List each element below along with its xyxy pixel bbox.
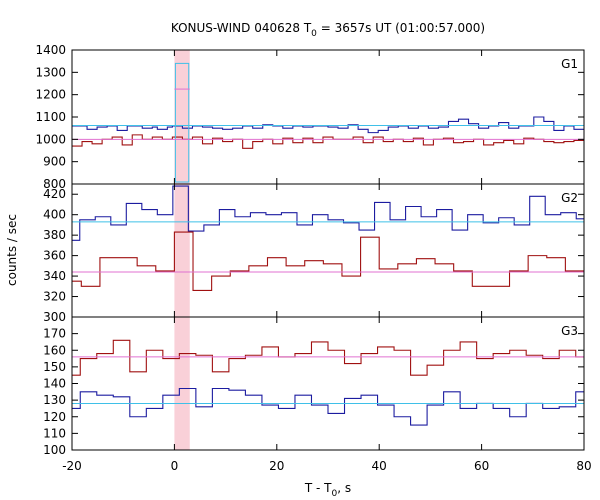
- panel-label-g2: G2: [561, 191, 578, 205]
- chart-title: KONUS-WIND 040628 T0 = 3657s UT (01:00:5…: [171, 21, 485, 39]
- panel-label-g1: G1: [561, 57, 578, 71]
- x-tick-label: 20: [269, 459, 284, 473]
- x-tick-label: -20: [62, 459, 82, 473]
- y-tick-label: 120: [43, 410, 66, 424]
- x-tick-label: 80: [576, 459, 591, 473]
- y-tick-label: 1400: [35, 43, 66, 57]
- y-tick-label: 170: [43, 327, 66, 341]
- x-tick-label: 40: [372, 459, 387, 473]
- lightcurve-g2-red: [72, 231, 584, 291]
- panel-frame-g2: [71, 183, 585, 318]
- lightcurve-g1-blue: [72, 116, 584, 134]
- y-tick-label: 1000: [35, 132, 66, 146]
- y-tick-label: 360: [43, 249, 66, 263]
- panel-frame-g1: [71, 49, 585, 185]
- panel-frame-g3: [71, 316, 585, 451]
- lightcurve-g3-blue: [72, 387, 584, 426]
- y-tick-label: 100: [43, 443, 66, 457]
- y-tick-label: 1300: [35, 65, 66, 79]
- y-tick-label: 160: [43, 343, 66, 357]
- x-axis-label: T - T0, s: [304, 481, 351, 499]
- y-tick-label: 130: [43, 393, 66, 407]
- y-axis-label: counts / sec: [5, 214, 19, 286]
- panel-label-g3: G3: [561, 324, 578, 338]
- y-tick-label: 380: [43, 228, 66, 242]
- y-tick-label: 1200: [35, 88, 66, 102]
- burst-peak-box: [174, 62, 190, 183]
- x-tick-label: 0: [171, 459, 179, 473]
- y-tick-label: 900: [43, 155, 66, 169]
- burst-interval: [174, 50, 190, 450]
- lightcurve-g3-red: [72, 339, 584, 376]
- y-tick-label: 320: [43, 290, 66, 304]
- lightcurve-g2-blue: [72, 185, 584, 241]
- y-tick-label: 1100: [35, 110, 66, 124]
- lightcurve-g1-red: [72, 134, 584, 149]
- y-tick-label: 800: [43, 177, 66, 191]
- y-tick-label: 300: [43, 310, 66, 324]
- y-tick-label: 400: [43, 208, 66, 222]
- y-tick-label: 340: [43, 269, 66, 283]
- y-tick-label: 420: [43, 187, 66, 201]
- y-tick-label: 150: [43, 360, 66, 374]
- y-tick-label: 140: [43, 377, 66, 391]
- x-tick-label: 60: [474, 459, 489, 473]
- y-tick-label: 110: [43, 426, 66, 440]
